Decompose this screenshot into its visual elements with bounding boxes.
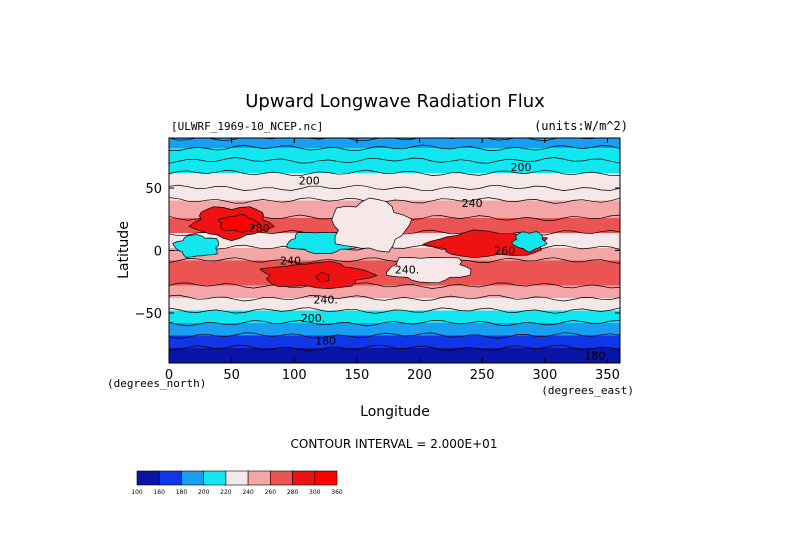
contour-interval-note: CONTOUR INTERVAL = 2.000E+01 bbox=[291, 437, 498, 451]
contour-label: 200 bbox=[511, 161, 532, 174]
contour-region bbox=[331, 197, 413, 253]
y-axis-label: Latitude bbox=[116, 221, 132, 279]
colorbar-swatch bbox=[225, 470, 249, 486]
colorbar-level-label: 100 bbox=[131, 489, 143, 496]
colorbar-swatch bbox=[158, 470, 182, 486]
colorbar-level-label: 160 bbox=[153, 489, 165, 496]
zonal-band bbox=[169, 197, 620, 218]
colorbar-swatch bbox=[136, 470, 160, 486]
colorbar-level-label: 300 bbox=[309, 489, 321, 496]
contour-label: 260 bbox=[494, 245, 515, 258]
colorbar-swatch bbox=[247, 470, 271, 486]
colorbar-level-label: 220 bbox=[220, 489, 232, 496]
contour-region bbox=[217, 213, 261, 233]
zonal-band bbox=[169, 144, 620, 161]
zonal-band bbox=[169, 319, 620, 336]
contour-region bbox=[172, 234, 220, 258]
zonal-band bbox=[169, 184, 620, 201]
x-tick-label: 100 bbox=[282, 368, 307, 383]
contour-label: 240 bbox=[462, 197, 483, 210]
x-axis-label: Longitude bbox=[360, 404, 430, 420]
x-axis-unit: (degrees_east) bbox=[541, 384, 634, 397]
contour-region bbox=[511, 231, 548, 253]
zonal-band bbox=[169, 282, 620, 298]
zonal-band bbox=[169, 169, 620, 188]
zonal-band bbox=[169, 344, 620, 363]
colorbar-level-label: 260 bbox=[265, 489, 277, 496]
y-axis: 50 0 −50 bbox=[135, 182, 620, 322]
colorbar-level-label: 280 bbox=[287, 489, 299, 496]
contour-label: 240. bbox=[395, 263, 420, 276]
contour-region bbox=[386, 257, 472, 284]
chart-title: Upward Longwave Radiation Flux bbox=[245, 91, 545, 112]
x-tick-label: 0 bbox=[165, 368, 173, 383]
colorbar-level-label: 360 bbox=[331, 489, 343, 496]
colorbar-swatch bbox=[270, 470, 293, 486]
colorbar-swatch bbox=[292, 470, 316, 486]
source-file-label: [ULWRF_1969-10_NCEP.nc] bbox=[171, 120, 323, 133]
colorbar-swatch bbox=[314, 470, 338, 486]
x-tick-label: 350 bbox=[595, 368, 620, 383]
units-label: (units:W/m^2) bbox=[534, 119, 628, 133]
contour-label: 200. bbox=[301, 312, 326, 325]
zonal-band bbox=[169, 332, 620, 348]
zonal-band bbox=[169, 294, 620, 311]
x-axis: 0 50 100 150 200 250 300 350 bbox=[165, 138, 620, 383]
y-axis-unit: (degrees_north) bbox=[107, 377, 206, 390]
zonal-band bbox=[169, 157, 620, 173]
x-tick-label: 300 bbox=[532, 368, 557, 383]
contour-label: 240. bbox=[313, 293, 338, 306]
x-tick-label: 150 bbox=[345, 368, 370, 383]
x-tick-label: 200 bbox=[407, 368, 432, 383]
colorbar-level-label: 200 bbox=[198, 489, 210, 496]
colorbar: 100 160 180 200 220 240 260 280 300 360 bbox=[131, 470, 343, 496]
contour-label: 200 bbox=[299, 175, 320, 188]
y-tick-label: 50 bbox=[145, 182, 162, 197]
colorbar-level-label: 180 bbox=[176, 489, 188, 496]
plot-area bbox=[169, 138, 620, 363]
x-tick-label: 250 bbox=[470, 368, 495, 383]
contour-label: 240 bbox=[280, 255, 301, 268]
contour-region bbox=[315, 272, 330, 283]
colorbar-swatch bbox=[203, 470, 227, 486]
colorbar-level-label: 240 bbox=[242, 489, 254, 496]
contour-label: 280 bbox=[249, 222, 270, 235]
zonal-band bbox=[169, 307, 620, 323]
colorbar-swatch bbox=[181, 470, 204, 486]
contour-label: 180 bbox=[584, 350, 605, 363]
y-tick-label: −50 bbox=[135, 307, 162, 322]
contour-label: 180 bbox=[315, 335, 336, 348]
contour-labels: 200 200 240 280 240 240. 260 240. 200. 180 180 bbox=[249, 161, 606, 363]
y-tick-label: 0 bbox=[154, 245, 162, 260]
x-tick-label: 50 bbox=[223, 368, 240, 383]
